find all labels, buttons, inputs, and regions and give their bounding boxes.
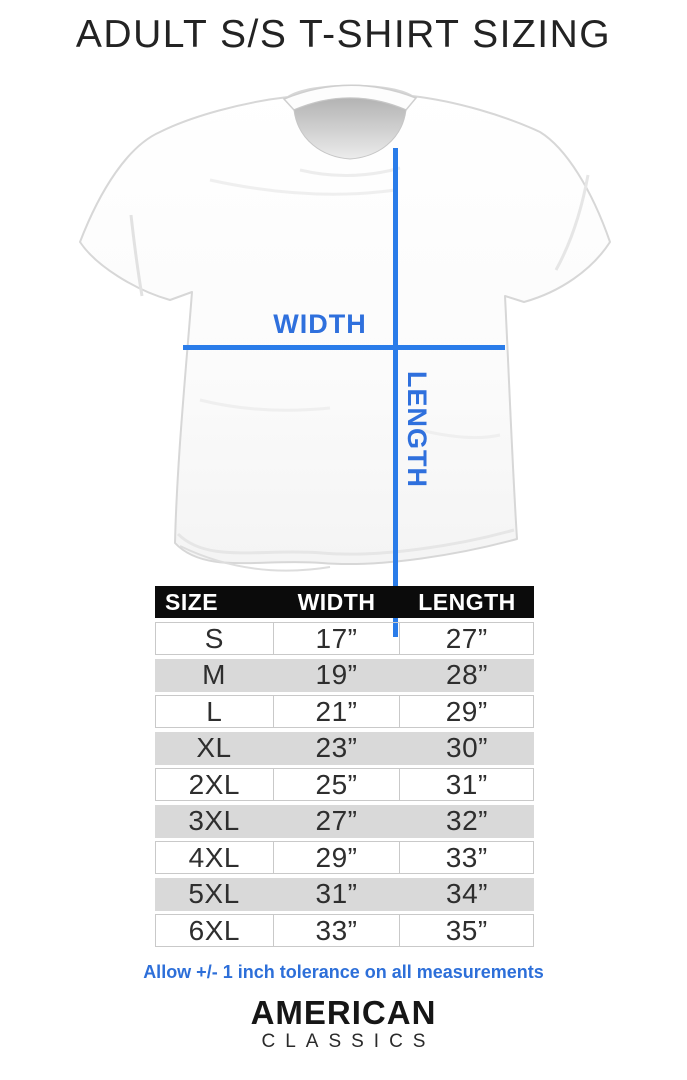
header-length: LENGTH — [418, 588, 516, 615]
brand-logo: AMERICAN CLASSICS — [0, 996, 687, 1051]
header-size: SIZE — [165, 588, 219, 615]
size-cell: 2XL — [188, 768, 240, 800]
brand-name-classics: CLASSICS — [261, 1031, 436, 1052]
table-row: S 17” 27” — [155, 622, 534, 655]
size-cell: 5XL — [188, 878, 240, 909]
size-table: SIZE WIDTH LENGTH S 17” 27” M 19” 28” L … — [155, 586, 534, 951]
size-cell: XL — [196, 732, 232, 763]
length-cell: 31” — [399, 769, 533, 800]
length-cell: 27” — [399, 623, 533, 654]
table-row: 4XL 29” 33” — [155, 841, 534, 874]
table-row: 5XL 31” 34” — [155, 877, 534, 911]
width-cell: 27” — [315, 805, 358, 836]
length-cell: 29” — [399, 696, 533, 727]
table-row: L 21” 29” — [155, 695, 534, 728]
page-title: ADULT S/S T-SHIRT SIZING — [75, 13, 612, 56]
length-cell: 35” — [399, 915, 533, 946]
length-cell: 33” — [399, 842, 533, 873]
table-row: 3XL 27” 32” — [155, 804, 534, 838]
size-cell: M — [202, 659, 226, 690]
table-row: M 19” 28” — [155, 658, 534, 692]
tolerance-note: Allow +/- 1 inch tolerance on all measur… — [143, 962, 544, 982]
length-cell: 30” — [446, 732, 488, 763]
width-cell: 23” — [315, 732, 358, 763]
table-row: 2XL 25” 31” — [155, 768, 534, 801]
length-measure-line — [393, 148, 398, 637]
size-table-header: SIZE WIDTH LENGTH — [155, 586, 534, 618]
table-row: 6XL 33” 35” — [155, 914, 534, 947]
size-cell: 6XL — [188, 914, 240, 946]
length-cell: 32” — [446, 805, 488, 836]
tshirt-diagram: WIDTH LENGTH — [0, 70, 687, 637]
tshirt-illustration — [79, 84, 611, 572]
size-cell: S — [204, 622, 224, 654]
width-cell: 21” — [272, 696, 400, 727]
size-cell: 3XL — [188, 805, 240, 836]
width-cell: 25” — [272, 769, 400, 800]
length-cell: 28” — [446, 659, 488, 690]
length-label: LENGTH — [402, 371, 432, 488]
width-cell: 31” — [315, 878, 358, 909]
header-width: WIDTH — [297, 588, 376, 615]
width-cell: 19” — [315, 659, 358, 690]
table-row: XL 23” 30” — [155, 731, 534, 765]
size-cell: L — [206, 695, 223, 727]
length-cell: 34” — [446, 878, 488, 909]
width-cell: 29” — [272, 842, 400, 873]
brand-name-american: AMERICAN — [250, 994, 437, 1031]
width-measure-line — [183, 345, 505, 350]
width-label: WIDTH — [273, 309, 367, 339]
width-cell: 17” — [272, 623, 400, 654]
size-cell: 4XL — [188, 841, 240, 873]
width-cell: 33” — [272, 915, 400, 946]
